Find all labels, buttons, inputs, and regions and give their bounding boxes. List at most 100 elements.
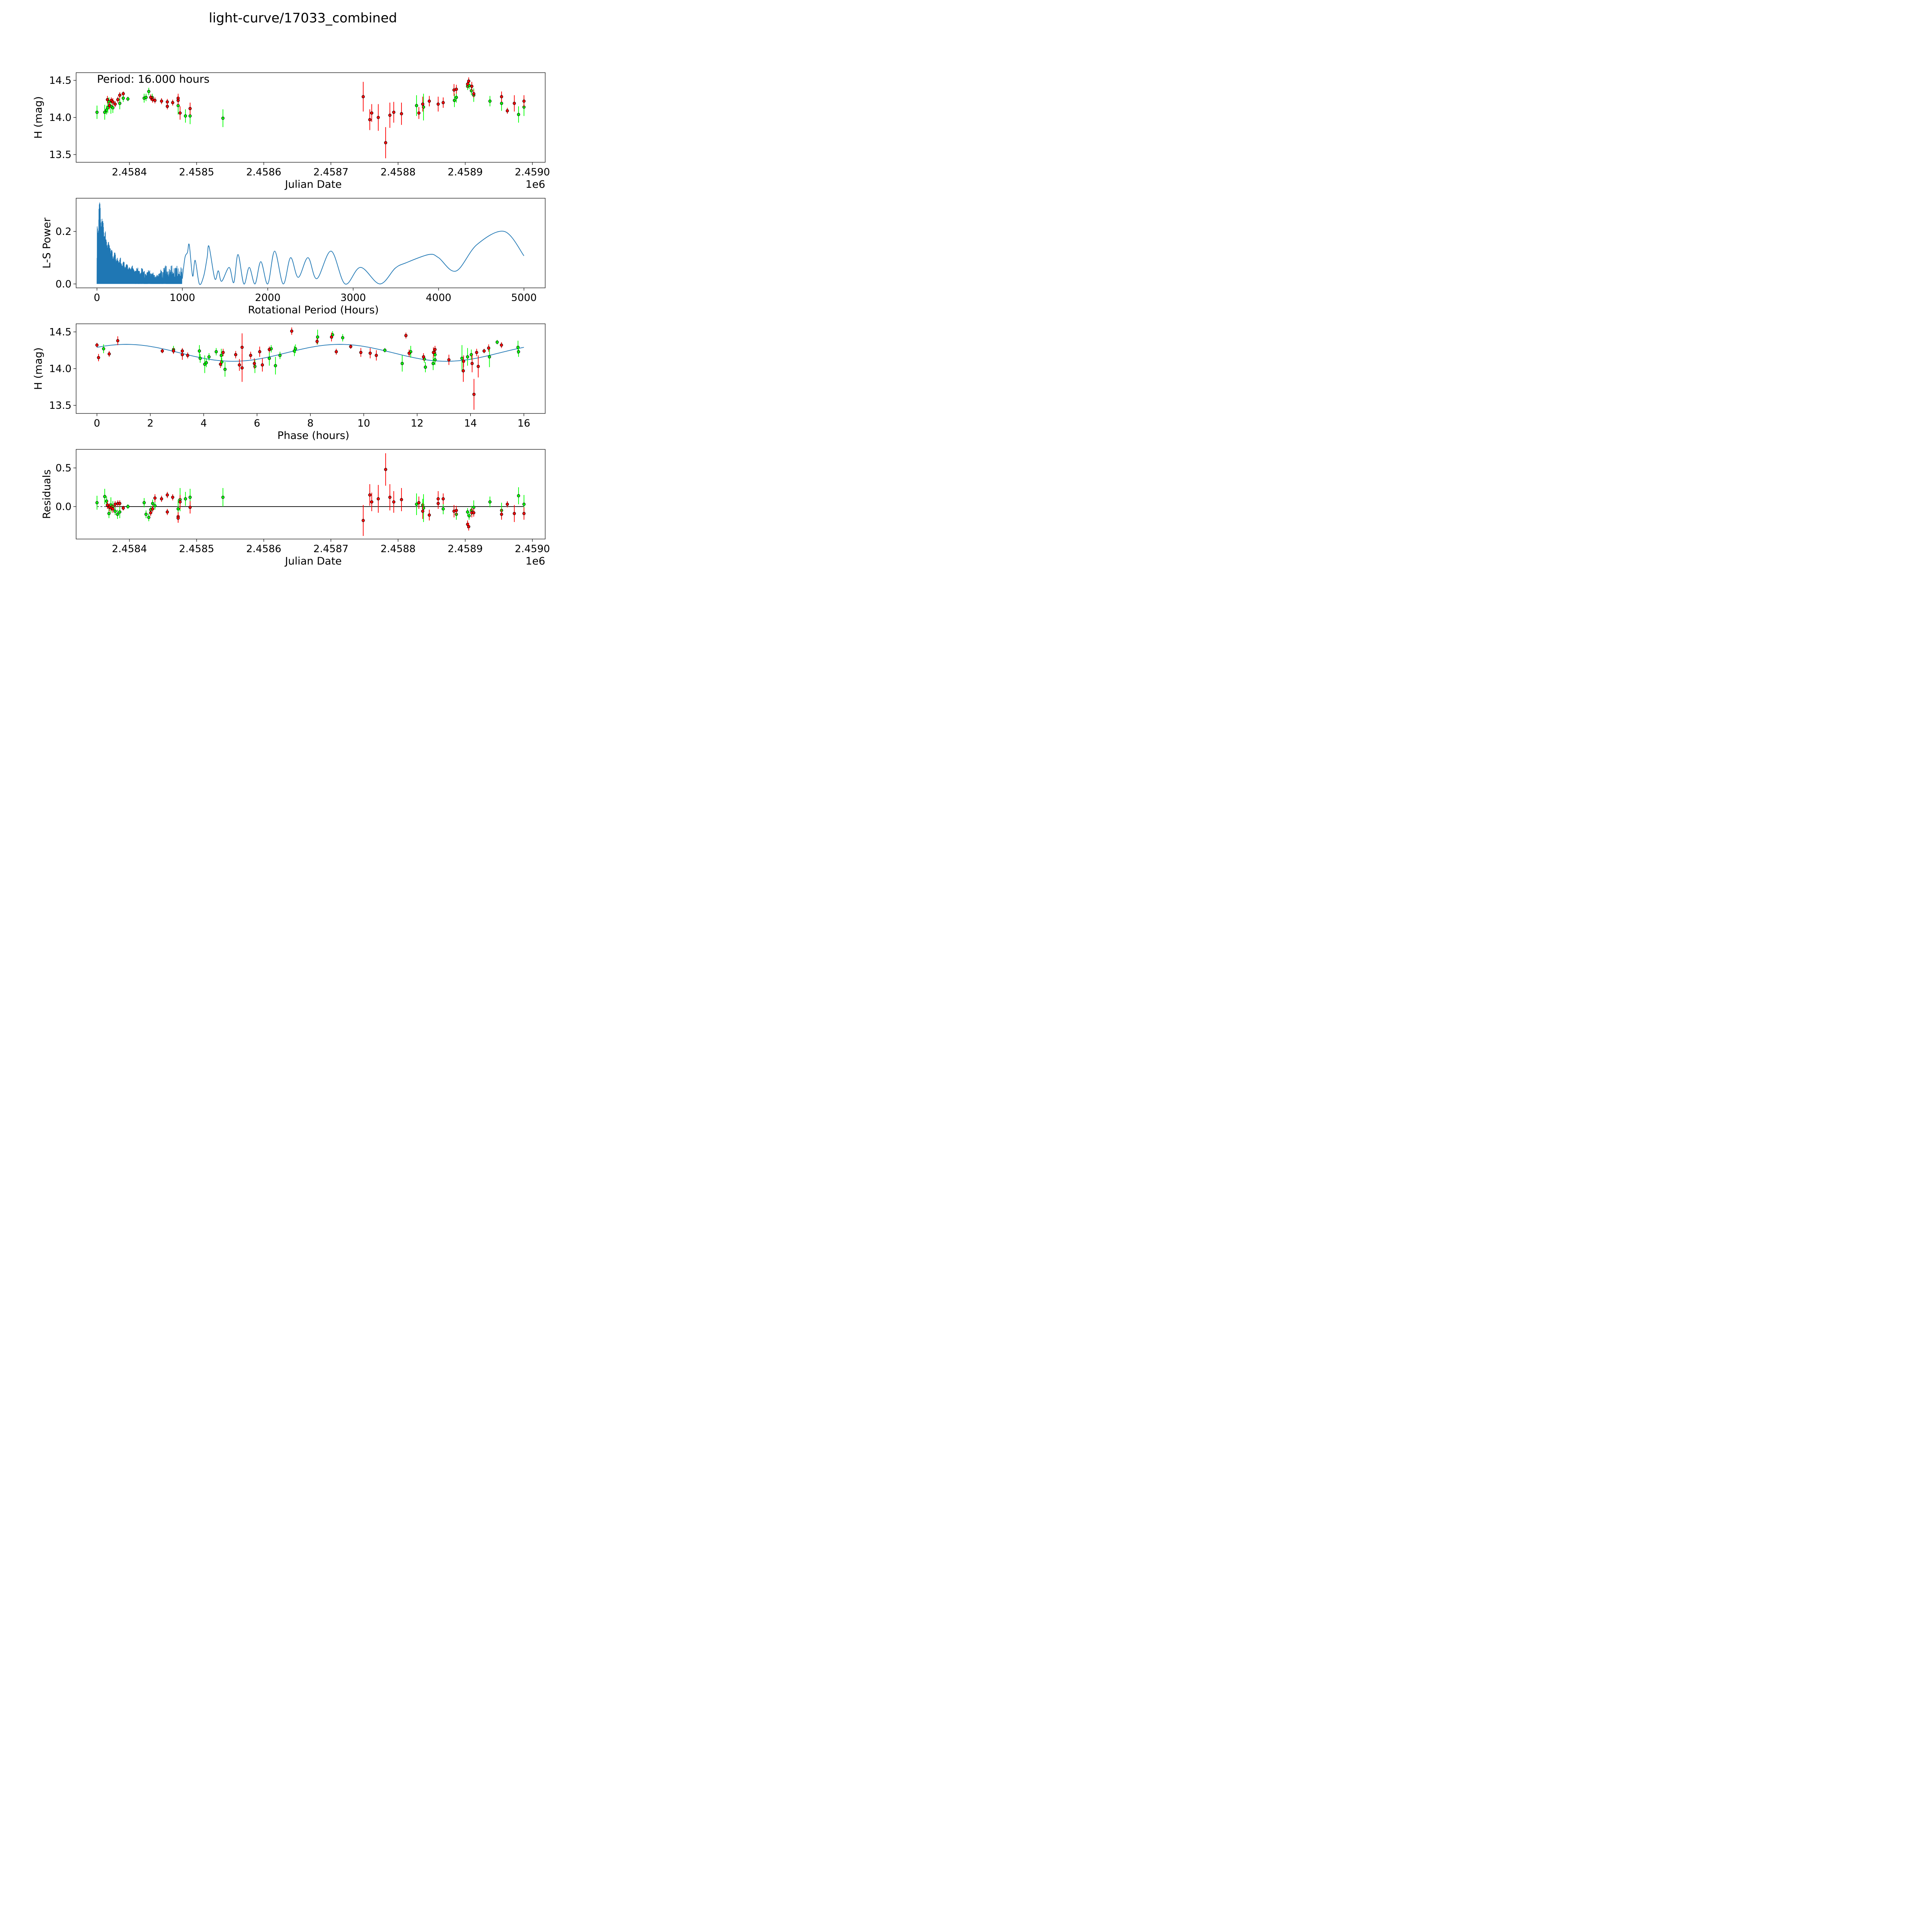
point-marker <box>384 141 388 145</box>
point-marker <box>219 354 223 357</box>
point-marker <box>522 502 526 506</box>
red-data-point <box>368 348 372 359</box>
point-marker <box>118 502 122 505</box>
red-data-point <box>407 349 411 357</box>
axes-frame <box>76 198 546 288</box>
point-marker <box>199 357 202 360</box>
green-data-point <box>488 497 492 507</box>
y-axis-label: Residuals <box>41 469 53 519</box>
point-marker <box>186 354 189 357</box>
y-tick-label: 0.0 <box>56 501 71 513</box>
y-tick-label: 14.5 <box>49 327 71 338</box>
red-data-point <box>219 361 222 368</box>
red-data-point <box>165 492 169 498</box>
red-data-point <box>149 510 153 516</box>
point-marker <box>147 515 151 519</box>
green-data-point <box>423 362 427 372</box>
plot-area <box>95 327 524 410</box>
red-data-point <box>421 503 425 519</box>
point-marker <box>461 369 465 372</box>
point-marker <box>274 364 277 367</box>
point-marker <box>160 349 164 353</box>
red-data-point <box>392 491 396 513</box>
point-marker <box>111 106 115 110</box>
red-data-point <box>95 343 99 347</box>
point-marker <box>376 497 380 501</box>
red-data-point <box>384 453 388 486</box>
green-data-point <box>221 109 225 127</box>
red-data-point <box>461 360 465 382</box>
red-data-point <box>404 332 408 339</box>
point-marker <box>97 356 100 359</box>
red-data-point <box>467 77 471 85</box>
x-tick-label: 2.4588 <box>381 543 416 555</box>
x-tick-label: 2.4589 <box>448 167 483 178</box>
y-axis-label: L-S Power <box>41 217 53 269</box>
red-data-point <box>359 348 362 357</box>
red-data-point <box>153 494 157 502</box>
y-tick-label: 0.2 <box>56 226 71 238</box>
red-data-point <box>441 97 445 108</box>
red-data-point <box>176 514 180 523</box>
green-data-point <box>495 340 499 345</box>
y-tick-label: 0.5 <box>56 463 71 474</box>
red-data-point <box>512 95 516 112</box>
x-tick-label: 12 <box>411 418 423 429</box>
point-marker <box>482 349 486 353</box>
point-marker <box>153 99 157 102</box>
red-data-point <box>436 498 440 509</box>
green-data-point <box>517 106 520 123</box>
red-data-point <box>417 107 421 119</box>
point-marker <box>103 111 107 114</box>
point-marker <box>151 502 155 505</box>
red-data-point <box>153 97 157 104</box>
green-data-point <box>517 346 520 357</box>
point-marker <box>341 336 344 340</box>
point-marker <box>400 112 403 116</box>
red-data-point <box>400 102 403 125</box>
x-tick-label: 0 <box>94 418 100 429</box>
green-data-point <box>221 488 225 507</box>
red-data-point <box>417 497 421 509</box>
point-marker <box>165 105 169 108</box>
point-marker <box>454 96 458 99</box>
point-marker <box>476 365 480 368</box>
green-data-point <box>103 489 107 504</box>
red-data-point <box>472 379 476 410</box>
red-data-point <box>368 109 372 130</box>
red-data-point <box>361 505 365 536</box>
point-marker <box>472 393 476 396</box>
point-marker <box>116 339 119 342</box>
point-marker <box>165 493 169 497</box>
periodogram-noisy-series <box>97 202 182 284</box>
red-data-point <box>454 85 458 94</box>
red-data-point <box>500 509 503 520</box>
point-marker <box>488 500 492 504</box>
point-marker <box>253 362 256 365</box>
point-marker <box>370 111 374 115</box>
point-marker <box>249 354 252 357</box>
red-data-point <box>452 505 456 517</box>
red-data-point <box>151 506 155 512</box>
green-data-point <box>274 357 277 375</box>
point-marker <box>171 495 175 499</box>
point-marker <box>388 114 392 117</box>
red-data-point <box>107 102 111 109</box>
x-axis-label: Julian Date <box>284 179 342 190</box>
green-data-point <box>107 509 111 518</box>
red-data-point <box>258 346 262 357</box>
point-marker <box>126 505 130 509</box>
red-data-point <box>160 98 163 104</box>
red-data-point <box>238 359 241 371</box>
green-data-point <box>116 510 119 519</box>
red-data-point <box>253 358 256 369</box>
point-marker <box>467 79 471 83</box>
point-marker <box>361 519 365 522</box>
x-offset-label: 1e6 <box>526 555 545 567</box>
point-marker <box>517 113 520 116</box>
point-marker <box>500 344 503 347</box>
point-marker <box>495 340 499 344</box>
point-marker <box>467 525 471 529</box>
point-marker <box>421 102 425 106</box>
point-marker <box>260 363 264 367</box>
